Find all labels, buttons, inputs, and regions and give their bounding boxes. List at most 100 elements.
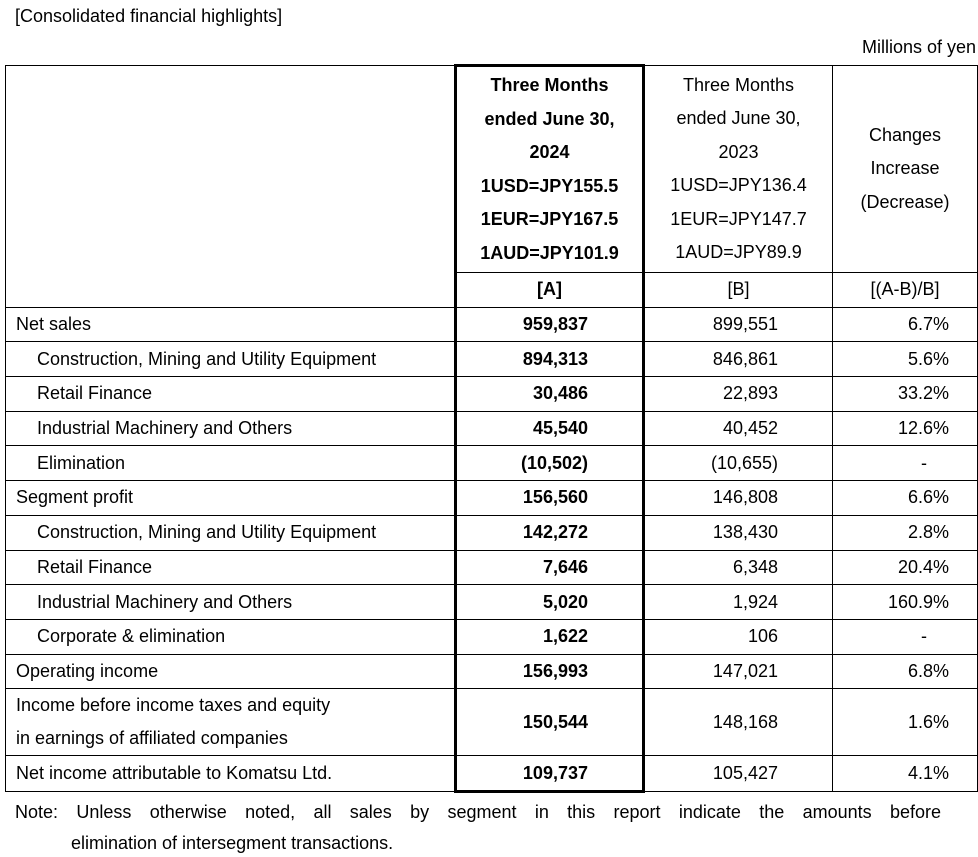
header-line: 1USD=JPY136.4 <box>670 175 807 195</box>
value-cell: 6,348 <box>643 549 833 586</box>
value-cell: 6.7% <box>832 306 978 343</box>
header-empty <box>5 65 456 308</box>
header-line: 1USD=JPY155.5 <box>480 175 619 196</box>
row-label: Industrial Machinery and Others <box>5 410 456 447</box>
header-line: Three Months <box>490 75 609 95</box>
row-label: Segment profit <box>5 480 456 516</box>
value-cell: 109,737 <box>454 755 645 793</box>
value-cell: 6.6% <box>832 480 978 516</box>
value-cell: - <box>832 445 978 482</box>
value-cell: 6.8% <box>832 653 978 690</box>
value-cell: 30,486 <box>454 376 645 412</box>
header-line: 1EUR=JPY147.7 <box>670 208 807 229</box>
value-cell: 147,021 <box>643 653 833 690</box>
value-cell: 105,427 <box>643 755 833 792</box>
value-cell: 148,168 <box>643 688 833 757</box>
unit: Millions of yen <box>861 37 976 57</box>
value-cell: 1,622 <box>454 618 645 655</box>
table-row: Elimination (10,502) (10,655) - <box>5 445 978 482</box>
value-cell: 40,452 <box>643 410 833 447</box>
table-row: Industrial Machinery and Others 5,020 1,92… <box>5 584 978 620</box>
header-line: ended June 30, <box>484 108 615 129</box>
value-cell: 5,020 <box>454 584 645 620</box>
value-cell: 160.9% <box>832 584 978 620</box>
value-cell: 33.2% <box>832 376 978 412</box>
value-cell: 156,993 <box>454 653 645 690</box>
note: Note: Unless otherwise noted, all sales … <box>15 797 941 857</box>
header-line: 1AUD=JPY89.9 <box>675 242 802 262</box>
value-cell: 106 <box>643 618 833 655</box>
header-line: 1EUR=JPY167.5 <box>480 209 619 229</box>
row-label-line: Net income attributable to Komatsu Ltd. <box>16 763 333 784</box>
row-label: Retail Finance <box>5 376 456 412</box>
header-line: 2023 <box>718 141 759 162</box>
table-row: Retail Finance 7,646 6,348 20.4% <box>5 549 978 586</box>
header-line: Increase <box>870 158 940 179</box>
header-cell: Three Months ended June 30, 2024 1USD=JPY15… <box>454 64 645 273</box>
value-cell: 138,430 <box>643 514 833 551</box>
value-cell: 4.1% <box>832 755 978 792</box>
header-line: Changes <box>868 124 942 145</box>
row-label: Operating income <box>5 653 456 690</box>
value-cell: 156,560 <box>454 480 645 516</box>
row-label: Construction, Mining and Utility Equipme… <box>5 514 456 551</box>
header-cell: Changes Increase (Decrease) <box>832 65 978 273</box>
value-cell: 12.6% <box>832 410 978 447</box>
note-label: Note: <box>15 802 59 822</box>
table-row: Net income attributable to Komatsu Ltd. 1… <box>5 755 978 793</box>
row-label: Elimination <box>5 445 456 482</box>
header-line: 1AUD=JPY101.9 <box>480 242 619 263</box>
header-cell: Three Months ended June 30, 2023 1USD=JPY13… <box>643 65 833 273</box>
value-cell: 846,861 <box>643 341 833 378</box>
table-row: Operating income 156,993 147,021 6.8% <box>5 653 978 690</box>
row-label-line: Income before income taxes and equity <box>16 695 331 716</box>
row-label: Income before income taxes and equity in … <box>5 688 456 757</box>
title: [Consolidated financial highlights] <box>15 6 283 26</box>
value-cell: (10,502) <box>454 445 645 482</box>
row-label: Net sales <box>5 306 456 343</box>
table-row: Industrial Machinery and Others 45,540 40,… <box>5 410 978 447</box>
column-label: [(A-B)/B] <box>832 272 978 308</box>
row-label-line: in earnings of affiliated companies <box>16 728 288 749</box>
table-row: Construction, Mining and Utility Equipme… <box>5 341 978 378</box>
value-cell: 146,808 <box>643 480 833 516</box>
row-label-line: Operating income <box>16 660 159 681</box>
table-row: Construction, Mining and Utility Equipme… <box>5 514 978 551</box>
financial-table: Three Months ended June 30, 2024 1USD=JPY15… <box>5 64 978 793</box>
value-cell: 45,540 <box>454 410 645 447</box>
value-cell: - <box>832 618 978 655</box>
row-label-line: Segment profit <box>16 487 134 508</box>
header-line: Three Months <box>682 74 795 95</box>
row-label: Construction, Mining and Utility Equipme… <box>5 341 456 378</box>
value-cell: 1.6% <box>832 688 978 757</box>
value-cell: 2.8% <box>832 514 978 551</box>
table-row: Segment profit 156,560 146,808 6.6% <box>5 480 978 516</box>
value-cell: 7,646 <box>454 549 645 586</box>
table-row: Income before income taxes and equity in … <box>5 688 978 757</box>
note-text: Unless otherwise noted, all sales by seg… <box>76 802 941 822</box>
value-cell: 894,313 <box>454 341 645 378</box>
note-line: elimination of intersegment transactions… <box>71 833 394 853</box>
value-cell: 142,272 <box>454 514 645 551</box>
header-line: ended June 30, <box>676 108 801 128</box>
value-cell: 20.4% <box>832 549 978 586</box>
table-row: Net sales 959,837 899,551 6.7% <box>5 306 978 343</box>
value-cell: 959,837 <box>454 306 645 343</box>
table-body: Three Months ended June 30, 2024 1USD=JPY15… <box>5 64 978 793</box>
header-line: 2024 <box>529 142 570 162</box>
row-label-line: Net sales <box>16 314 92 335</box>
value-cell: 1,924 <box>643 584 833 620</box>
note-line: Note: Unless otherwise noted, all sales … <box>15 797 941 828</box>
value-cell: (10,655) <box>643 445 833 482</box>
header-line: (Decrease) <box>860 191 950 212</box>
value-cell: 899,551 <box>643 306 833 343</box>
row-label: Retail Finance <box>5 549 456 586</box>
table-row: Retail Finance 30,486 22,893 33.2% <box>5 376 978 412</box>
row-label: Corporate & elimination <box>5 618 456 655</box>
header-label-row: [A] [B] [(A-B)/B] <box>6 272 978 308</box>
value-cell: 150,544 <box>454 688 645 757</box>
row-label: Net income attributable to Komatsu Ltd. <box>5 755 456 792</box>
value-cell: 5.6% <box>832 341 978 378</box>
row-label: Industrial Machinery and Others <box>5 584 456 620</box>
